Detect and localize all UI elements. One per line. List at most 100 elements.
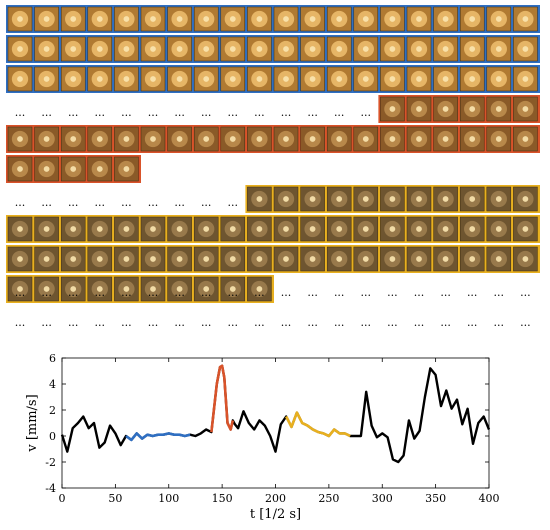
ellipsis-mark: ...	[121, 286, 132, 299]
frame-thumbnail	[114, 36, 139, 62]
ellipsis-mark: ...	[520, 286, 531, 299]
row-highlight	[6, 5, 540, 33]
frame-thumbnail	[380, 6, 405, 32]
frame-thumbnail	[193, 216, 219, 242]
ellipsis-mark: ...	[228, 316, 239, 329]
frame-thumbnail	[380, 186, 405, 212]
frame-thumbnail	[220, 126, 246, 152]
ellipsis-mark: ...	[68, 316, 79, 329]
frame-thumbnail	[193, 126, 219, 152]
frame-thumbnail	[193, 66, 219, 92]
frame-thumbnail	[486, 186, 512, 212]
ellipsis-mark: ...	[68, 196, 79, 209]
frame-thumbnail	[87, 126, 113, 152]
mosaic-row	[6, 245, 540, 273]
frame-thumbnail	[513, 126, 538, 152]
frame-thumbnail	[459, 66, 485, 92]
x-tick-label: 250	[318, 492, 339, 505]
frame-thumbnail	[433, 6, 458, 32]
frame-thumbnail	[406, 126, 432, 152]
frame-thumbnail	[433, 66, 458, 92]
frame-thumbnail	[380, 216, 405, 242]
x-tick-label: 0	[59, 492, 66, 505]
frame-thumbnail	[433, 246, 458, 272]
frame-thumbnail	[114, 246, 139, 272]
frame-thumbnail	[326, 186, 352, 212]
frame-thumbnail	[34, 246, 59, 272]
ellipsis-mark: ...	[148, 316, 159, 329]
ellipsis-mark: ...	[494, 316, 505, 329]
frame-thumbnail	[60, 36, 86, 62]
frame-thumbnail	[273, 216, 299, 242]
frame-thumbnail	[34, 216, 59, 242]
series-lines	[60, 364, 491, 464]
frame-thumbnail	[140, 66, 166, 92]
ellipsis-mark: ...	[15, 106, 26, 119]
ellipsis-mark: ...	[121, 316, 132, 329]
ellipsis-mark: ...	[15, 196, 26, 209]
frame-thumbnail	[34, 156, 59, 182]
ellipsis-mark: ...	[334, 286, 345, 299]
frame-thumbnail	[326, 36, 352, 62]
highlight-segment-yellow	[285, 411, 351, 438]
frame-mosaic: ........................................…	[6, 5, 540, 329]
ellipsis-mark: ...	[254, 106, 265, 119]
frame-thumbnail	[167, 246, 192, 272]
frame-thumbnail	[513, 186, 538, 212]
frame-thumbnail	[167, 66, 192, 92]
frame-thumbnail	[34, 6, 59, 32]
ellipsis-mark: ...	[334, 106, 345, 119]
frame-thumbnail	[273, 6, 299, 32]
y-tick-label: -4	[45, 482, 56, 495]
frame-thumbnail	[459, 6, 485, 32]
frame-thumbnail	[247, 186, 272, 212]
frame-thumbnail	[406, 186, 432, 212]
frame-thumbnail	[459, 96, 485, 122]
ellipsis-mark: ...	[307, 286, 318, 299]
ellipsis-mark: ...	[387, 286, 398, 299]
frame-thumbnail	[486, 126, 512, 152]
ellipsis-mark: ...	[467, 316, 478, 329]
frame-thumbnail	[140, 246, 166, 272]
frame-thumbnail	[353, 186, 379, 212]
frame-thumbnail	[60, 246, 86, 272]
frame-thumbnail	[220, 36, 246, 62]
x-tick-label: 350	[425, 492, 446, 505]
ellipsis-mark: ...	[281, 286, 292, 299]
ellipsis-mark: ...	[41, 106, 52, 119]
highlight-segment-blue	[125, 432, 191, 442]
frame-thumbnail	[167, 216, 192, 242]
mosaic-row	[245, 185, 540, 213]
ellipsis-mark: ...	[281, 316, 292, 329]
row-highlight	[6, 125, 540, 153]
frame-thumbnail	[459, 246, 485, 272]
frame-thumbnail	[380, 36, 405, 62]
frame-thumbnail	[7, 216, 33, 242]
frame-thumbnail	[353, 36, 379, 62]
frame-thumbnail	[220, 276, 246, 302]
frame-thumbnail	[60, 216, 86, 242]
frame-thumbnail	[247, 36, 272, 62]
x-tick-label: 400	[479, 492, 500, 505]
frame-thumbnail	[326, 216, 352, 242]
frame-thumbnail	[167, 6, 192, 32]
ellipsis-mark: ...	[174, 286, 185, 299]
frame-thumbnail	[247, 216, 272, 242]
frame-thumbnail	[60, 66, 86, 92]
frame-thumbnail	[7, 66, 33, 92]
frame-thumbnail	[459, 36, 485, 62]
frame-thumbnail	[87, 66, 113, 92]
ellipsis-mark: ...	[95, 286, 106, 299]
ellipsis-mark: ...	[15, 316, 26, 329]
x-tick-label: 200	[265, 492, 286, 505]
frame-thumbnail	[406, 246, 432, 272]
mosaic-row	[6, 35, 540, 63]
y-tick-label: -2	[45, 456, 56, 469]
ellipsis-mark: ...	[201, 196, 212, 209]
frame-thumbnail	[486, 246, 512, 272]
frame-thumbnail	[513, 36, 538, 62]
mosaic-row	[6, 5, 540, 33]
frame-thumbnail	[513, 96, 538, 122]
frame-thumbnail	[433, 96, 458, 122]
row-highlight	[378, 95, 540, 123]
